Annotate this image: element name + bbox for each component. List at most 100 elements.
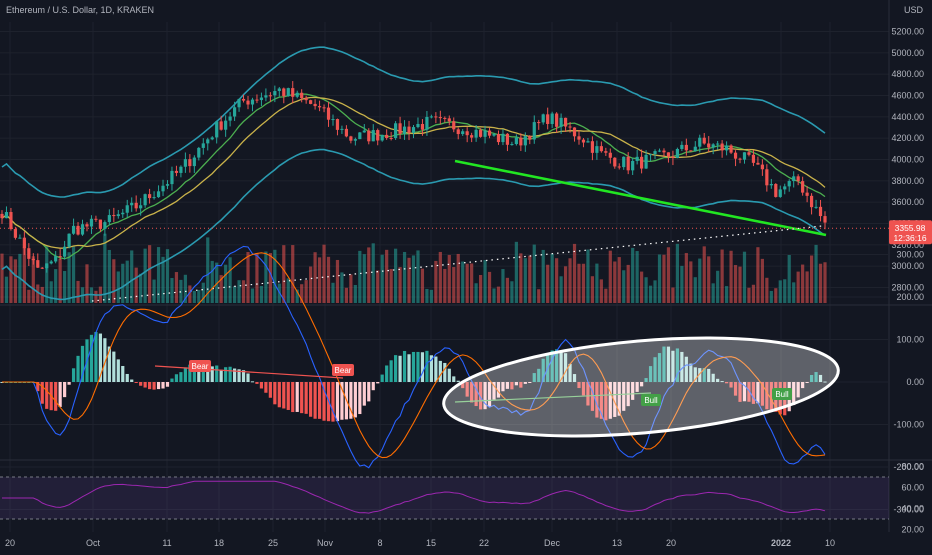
candle-body — [291, 88, 295, 97]
macd-histogram-bar — [170, 378, 174, 382]
volume-bar — [577, 263, 581, 303]
macd-histogram-bar — [671, 350, 675, 382]
candle-body — [250, 99, 255, 105]
x-tick-label: 11 — [162, 538, 171, 548]
candle-body — [805, 192, 809, 196]
volume-bar — [742, 251, 747, 303]
macd-histogram-bar — [478, 382, 483, 410]
candle-body — [599, 146, 603, 152]
price-tick-label: 4800.00 — [891, 69, 924, 79]
macd-histogram-bar — [376, 382, 380, 384]
volume-bar — [148, 245, 152, 303]
macd-histogram-bar — [398, 355, 402, 382]
macd-histogram-bar — [300, 382, 304, 414]
candle-body — [550, 113, 554, 124]
candle-body — [465, 131, 469, 136]
macd-histogram-bar — [89, 334, 94, 382]
candle-body — [425, 116, 429, 130]
candle-body — [483, 130, 487, 137]
x-tick-label: 2022 — [771, 538, 791, 548]
volume-bar — [809, 255, 814, 303]
volume-bar — [192, 290, 196, 303]
volume-bar — [143, 248, 147, 303]
macd-histogram-bar — [201, 362, 205, 382]
candle-body — [693, 146, 697, 152]
volume-bar — [805, 271, 809, 303]
candle-body — [747, 152, 751, 155]
volume-bar — [94, 290, 98, 303]
candle-body — [206, 139, 210, 144]
volume-bar — [823, 262, 827, 303]
volume-bar — [541, 249, 545, 303]
macd-histogram-bar — [693, 367, 697, 382]
candle-body — [353, 139, 357, 141]
x-tick-label: 22 — [479, 538, 489, 548]
volume-bar — [349, 274, 353, 303]
candle-body — [429, 116, 433, 118]
volume-bar — [747, 287, 751, 303]
candle-body — [684, 144, 688, 151]
volume-bar — [613, 261, 617, 303]
candle-body — [13, 229, 18, 238]
volume-bar — [31, 256, 35, 303]
macd-histogram-bar — [492, 382, 496, 400]
price-tick-label: 5000.00 — [891, 48, 924, 58]
candle-body — [447, 118, 451, 122]
candle-body — [139, 205, 143, 209]
volume-bar — [563, 266, 568, 303]
volume-bar — [608, 250, 612, 303]
support-trendline — [454, 159, 827, 237]
volume-bar — [224, 264, 228, 303]
volume-bar — [331, 282, 335, 303]
volume-bar — [49, 281, 53, 303]
volume-bar — [501, 269, 505, 303]
macd-histogram-bar — [241, 370, 246, 382]
candle-body — [644, 154, 648, 169]
macd-histogram-bar — [568, 363, 572, 382]
candle-body — [340, 128, 344, 130]
candle-body — [778, 189, 782, 197]
volume-bar — [711, 283, 715, 303]
volume-bar — [505, 277, 510, 303]
volume-bar — [675, 243, 679, 303]
volume-bar — [537, 289, 541, 303]
macd-histogram-bar — [769, 382, 773, 410]
macd-histogram-bar — [523, 382, 527, 384]
candle-body — [528, 136, 532, 140]
macd-histogram-bar — [291, 382, 295, 413]
candle-body — [282, 88, 286, 97]
price-tick-label: 4600.00 — [891, 91, 924, 101]
macd-histogram-bar — [63, 382, 67, 398]
macd-histogram-bar — [447, 368, 451, 382]
volume-bar — [161, 256, 165, 303]
macd-histogram-bar — [295, 382, 299, 412]
axis-layer: 20 Oct 11 18 25 Nov 8 15 22 Dec 13 20 2022 10 5200.00 5… — [5, 27, 932, 548]
macd-line — [2, 245, 826, 469]
candle-body — [635, 156, 639, 161]
macd-histogram-bar — [402, 350, 407, 382]
candle-body — [438, 117, 442, 119]
macd-histogram-bar — [711, 373, 715, 382]
macd-histogram-bar — [362, 382, 366, 406]
candle-body — [85, 224, 89, 227]
candle-body — [720, 143, 724, 151]
macd-histogram-bar — [818, 374, 823, 382]
macd-histogram-bar — [107, 346, 111, 382]
volume-bar — [666, 247, 671, 303]
candle-body — [474, 129, 478, 138]
volume-bar — [358, 250, 362, 303]
volume-bar — [385, 249, 389, 303]
volume-bar — [465, 263, 469, 303]
macd-histogram-bar — [434, 356, 438, 382]
macd-histogram-bar — [617, 382, 621, 416]
volume-bar — [0, 253, 4, 303]
x-tick-label: Nov — [317, 538, 334, 548]
rsi-tick-label: 20.00 — [901, 525, 924, 535]
volume-bar — [756, 247, 760, 303]
volume-bar — [130, 250, 134, 303]
volume-bar — [411, 255, 416, 303]
macd-histogram-bar — [586, 382, 590, 406]
candle-body — [349, 136, 353, 141]
candle-body — [4, 212, 9, 219]
volume-bar — [210, 260, 214, 303]
